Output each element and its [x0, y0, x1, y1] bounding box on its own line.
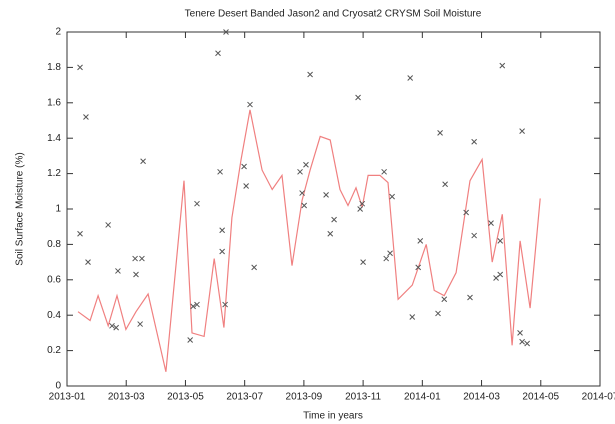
data-point — [355, 94, 361, 101]
data-point — [409, 314, 416, 320]
data-point — [323, 191, 329, 198]
data-point — [194, 301, 200, 308]
data-point — [105, 222, 112, 228]
data-point — [417, 238, 424, 244]
data-point — [519, 128, 525, 134]
y-tick-label: 0.2 — [47, 345, 61, 356]
data-point — [187, 337, 194, 343]
data-point — [219, 248, 226, 255]
data-point — [217, 168, 223, 175]
data-point — [471, 232, 478, 239]
data-point — [297, 168, 303, 175]
data-point — [247, 101, 253, 108]
data-point — [441, 296, 448, 303]
x-tick-label: 2014-05 — [522, 392, 559, 403]
data-point — [331, 216, 337, 223]
x-tick-label: 2014-07 — [582, 392, 615, 403]
data-point — [219, 227, 226, 234]
data-point — [442, 181, 448, 188]
data-point — [303, 161, 309, 168]
x-tick-label: 2014-03 — [463, 392, 500, 403]
y-tick-label: 0.6 — [47, 274, 61, 285]
y-tick-label: 0.4 — [47, 310, 61, 321]
data-point — [499, 62, 506, 69]
y-tick-label: 1.2 — [47, 168, 61, 179]
data-point — [467, 294, 473, 301]
data-point — [415, 264, 422, 271]
x-tick-label: 2013-01 — [49, 392, 86, 403]
y-tick-label: 2 — [55, 27, 61, 38]
x-tick-label: 2013-07 — [226, 392, 263, 403]
data-point — [387, 250, 393, 257]
y-tick-label: 1.8 — [47, 62, 61, 73]
data-point — [194, 200, 200, 207]
x-tick-label: 2013-09 — [286, 392, 323, 403]
chart-title: Tenere Desert Banded Jason2 and Cryosat2… — [185, 9, 482, 20]
data-point — [463, 209, 470, 216]
data-point — [327, 230, 334, 237]
data-point — [359, 200, 366, 207]
data-point — [222, 301, 228, 308]
data-point — [407, 75, 414, 81]
data-point — [471, 138, 478, 145]
data-point — [381, 168, 387, 175]
x-tick-label: 2013-05 — [167, 392, 204, 403]
data-point — [299, 190, 305, 196]
data-point — [215, 50, 221, 57]
data-point — [435, 310, 441, 317]
data-point — [383, 255, 390, 262]
y-tick-label: 0.8 — [47, 239, 61, 250]
data-point — [243, 183, 250, 189]
data-point — [113, 324, 120, 331]
data-point — [85, 259, 91, 265]
data-point — [301, 202, 308, 209]
data-point — [497, 271, 504, 278]
data-point — [389, 193, 395, 200]
data-point — [517, 330, 523, 336]
y-tick-label: 1.4 — [47, 133, 61, 144]
data-point — [241, 163, 247, 170]
data-point — [251, 264, 257, 271]
data-point — [83, 114, 89, 120]
x-axis-label: Time in years — [303, 411, 363, 422]
y-tick-label: 1.6 — [47, 97, 61, 108]
x-tick-label: 2014-01 — [404, 392, 441, 403]
data-point — [223, 29, 229, 35]
data-point — [190, 303, 196, 310]
y-tick-label: 1 — [55, 204, 61, 215]
data-point — [437, 130, 443, 136]
data-point — [132, 255, 138, 262]
data-line — [77, 109, 541, 372]
data-point — [519, 338, 525, 345]
x-tick-label: 2013-11 — [345, 392, 381, 403]
data-point — [77, 64, 83, 71]
data-point — [139, 255, 145, 262]
data-point — [137, 321, 143, 327]
data-point — [115, 268, 121, 274]
data-point — [133, 271, 139, 278]
data-point — [77, 230, 83, 237]
data-point — [109, 322, 115, 329]
data-point — [488, 220, 494, 227]
data-point — [357, 206, 364, 212]
data-point — [497, 238, 504, 244]
data-point — [524, 340, 531, 347]
x-tick-label: 2013-03 — [108, 392, 145, 403]
y-tick-label: 0 — [55, 381, 61, 392]
data-point — [140, 158, 146, 165]
y-axis-label: Soil Surface Moisture (%) — [15, 152, 26, 265]
data-point — [360, 259, 366, 265]
data-point — [307, 71, 313, 78]
